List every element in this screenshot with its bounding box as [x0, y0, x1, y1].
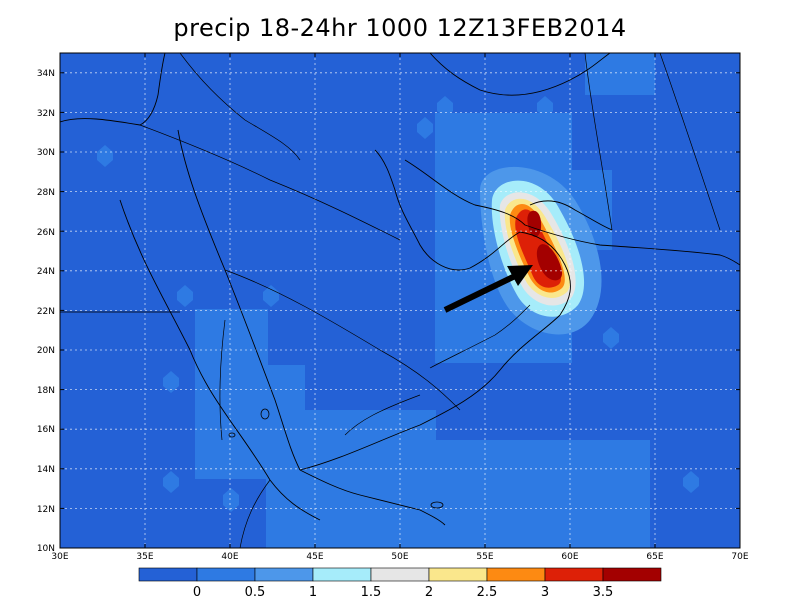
lon-tick-labels: 30E 35E 40E 45E 50E 55E 60E 65E 70E — [51, 552, 748, 562]
lon-tick-label: 35E — [136, 552, 153, 562]
precip-patch — [350, 470, 580, 548]
colorbar-label: 0 — [193, 585, 201, 600]
lon-tick-label: 55E — [476, 552, 493, 562]
colorbar-swatch — [196, 567, 256, 582]
colorbar-swatch — [312, 567, 372, 582]
colorbar-swatch — [486, 567, 546, 582]
tick-marks — [59, 53, 741, 549]
lon-tick-label: 70E — [731, 552, 748, 562]
colorbar-label: 2 — [425, 585, 433, 600]
colorbar — [138, 567, 662, 582]
colorbar-label: 3 — [541, 585, 549, 600]
colorbar-labels: 0 0.5 1 1.5 2 2.5 3 3.5 — [193, 585, 613, 600]
lon-tick-label: 65E — [646, 552, 663, 562]
lat-tick-label: 10N — [37, 544, 55, 554]
colorbar-swatch — [138, 567, 198, 582]
borders — [60, 53, 721, 548]
lon-tick-label: 30E — [51, 552, 68, 562]
islands — [228, 408, 444, 509]
lat-tick-label: 16N — [37, 425, 55, 435]
lon-tick-label: 45E — [306, 552, 323, 562]
lat-tick-label: 30N — [37, 148, 55, 158]
chart-title: precip 18-24hr 1000 12Z13FEB2014 — [173, 14, 627, 42]
colorbar-label: 0.5 — [245, 585, 266, 600]
lon-tick-label: 50E — [391, 552, 408, 562]
lon-tick-label: 60E — [561, 552, 578, 562]
lat-tick-label: 28N — [37, 188, 55, 198]
colorbar-swatch — [428, 567, 488, 582]
colorbar-label: 3.5 — [593, 585, 614, 600]
coastlines — [60, 53, 740, 526]
lat-tick-label: 18N — [37, 386, 55, 396]
colorbar-swatch — [602, 567, 662, 582]
lat-tick-label: 22N — [37, 307, 55, 317]
colorbar-label: 1.5 — [361, 585, 382, 600]
lat-tick-label: 12N — [37, 505, 55, 515]
lat-tick-label: 14N — [37, 465, 55, 475]
precip-blobs — [97, 96, 699, 512]
lat-tick-label: 32N — [37, 109, 55, 119]
precip-maximum — [480, 166, 602, 335]
lon-tick-label: 40E — [221, 552, 238, 562]
colorbar-swatch — [370, 567, 430, 582]
lat-tick-label: 20N — [37, 346, 55, 356]
colorbar-swatch — [254, 567, 314, 582]
colorbar-label: 2.5 — [477, 585, 498, 600]
lat-tick-label: 24N — [37, 267, 55, 277]
precip-field — [60, 53, 740, 548]
lat-tick-label: 34N — [37, 69, 55, 79]
precip-patch — [585, 53, 655, 95]
lat-tick-label: 26N — [37, 228, 55, 238]
lat-tick-labels: 10N 12N 14N 16N 18N 20N 22N 24N 26N 28N … — [37, 69, 55, 554]
colorbar-label: 1 — [309, 585, 317, 600]
colorbar-swatch — [544, 567, 604, 582]
annotation-arrow — [443, 265, 533, 313]
graticule — [60, 53, 740, 548]
